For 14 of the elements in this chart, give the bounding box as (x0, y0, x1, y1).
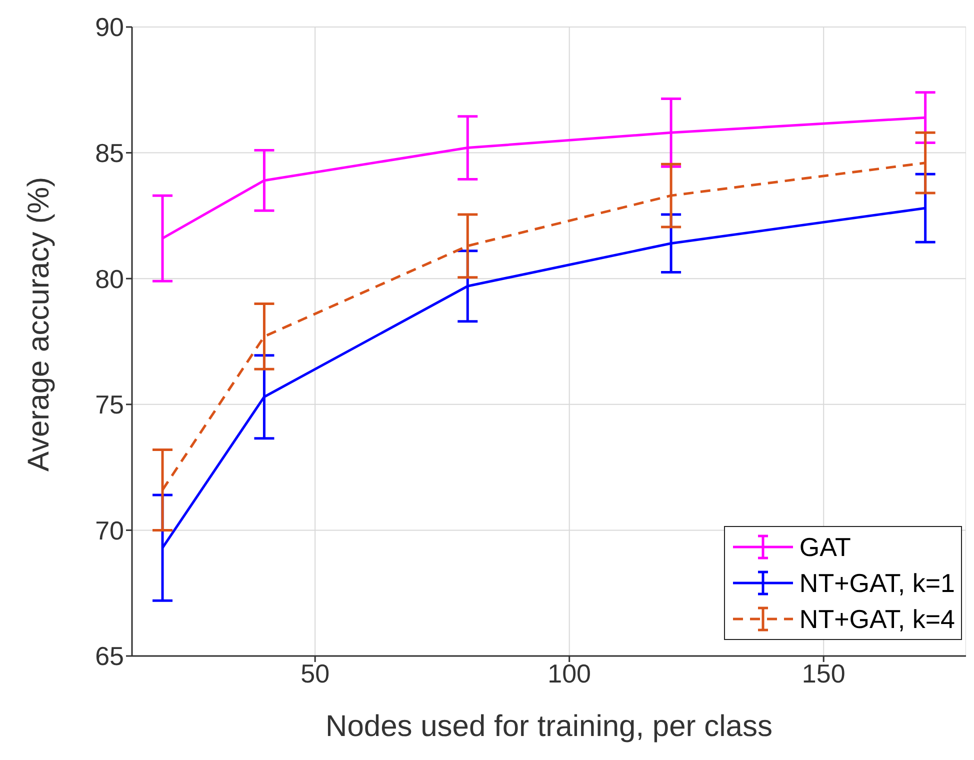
x-tick-label: 50 (300, 658, 330, 688)
y-tick-label: 85 (95, 138, 124, 168)
y-axis-title: Average accuracy (%) (22, 176, 56, 472)
legend-label: NT+GAT, k=4 (799, 604, 955, 634)
y-tick-label: 80 (95, 264, 124, 294)
legend-label: GAT (799, 532, 851, 562)
y-tick-label: 75 (95, 390, 124, 420)
legend-label: NT+GAT, k=1 (799, 568, 955, 598)
x-axis-title: Nodes used for training, per class (326, 710, 772, 743)
y-tick-label: 65 (95, 641, 124, 672)
y-tick-label: 70 (95, 515, 124, 546)
y-tick-label: 90 (95, 12, 124, 42)
x-tick-label: 100 (548, 658, 592, 688)
x-tick-label: 150 (802, 658, 846, 688)
